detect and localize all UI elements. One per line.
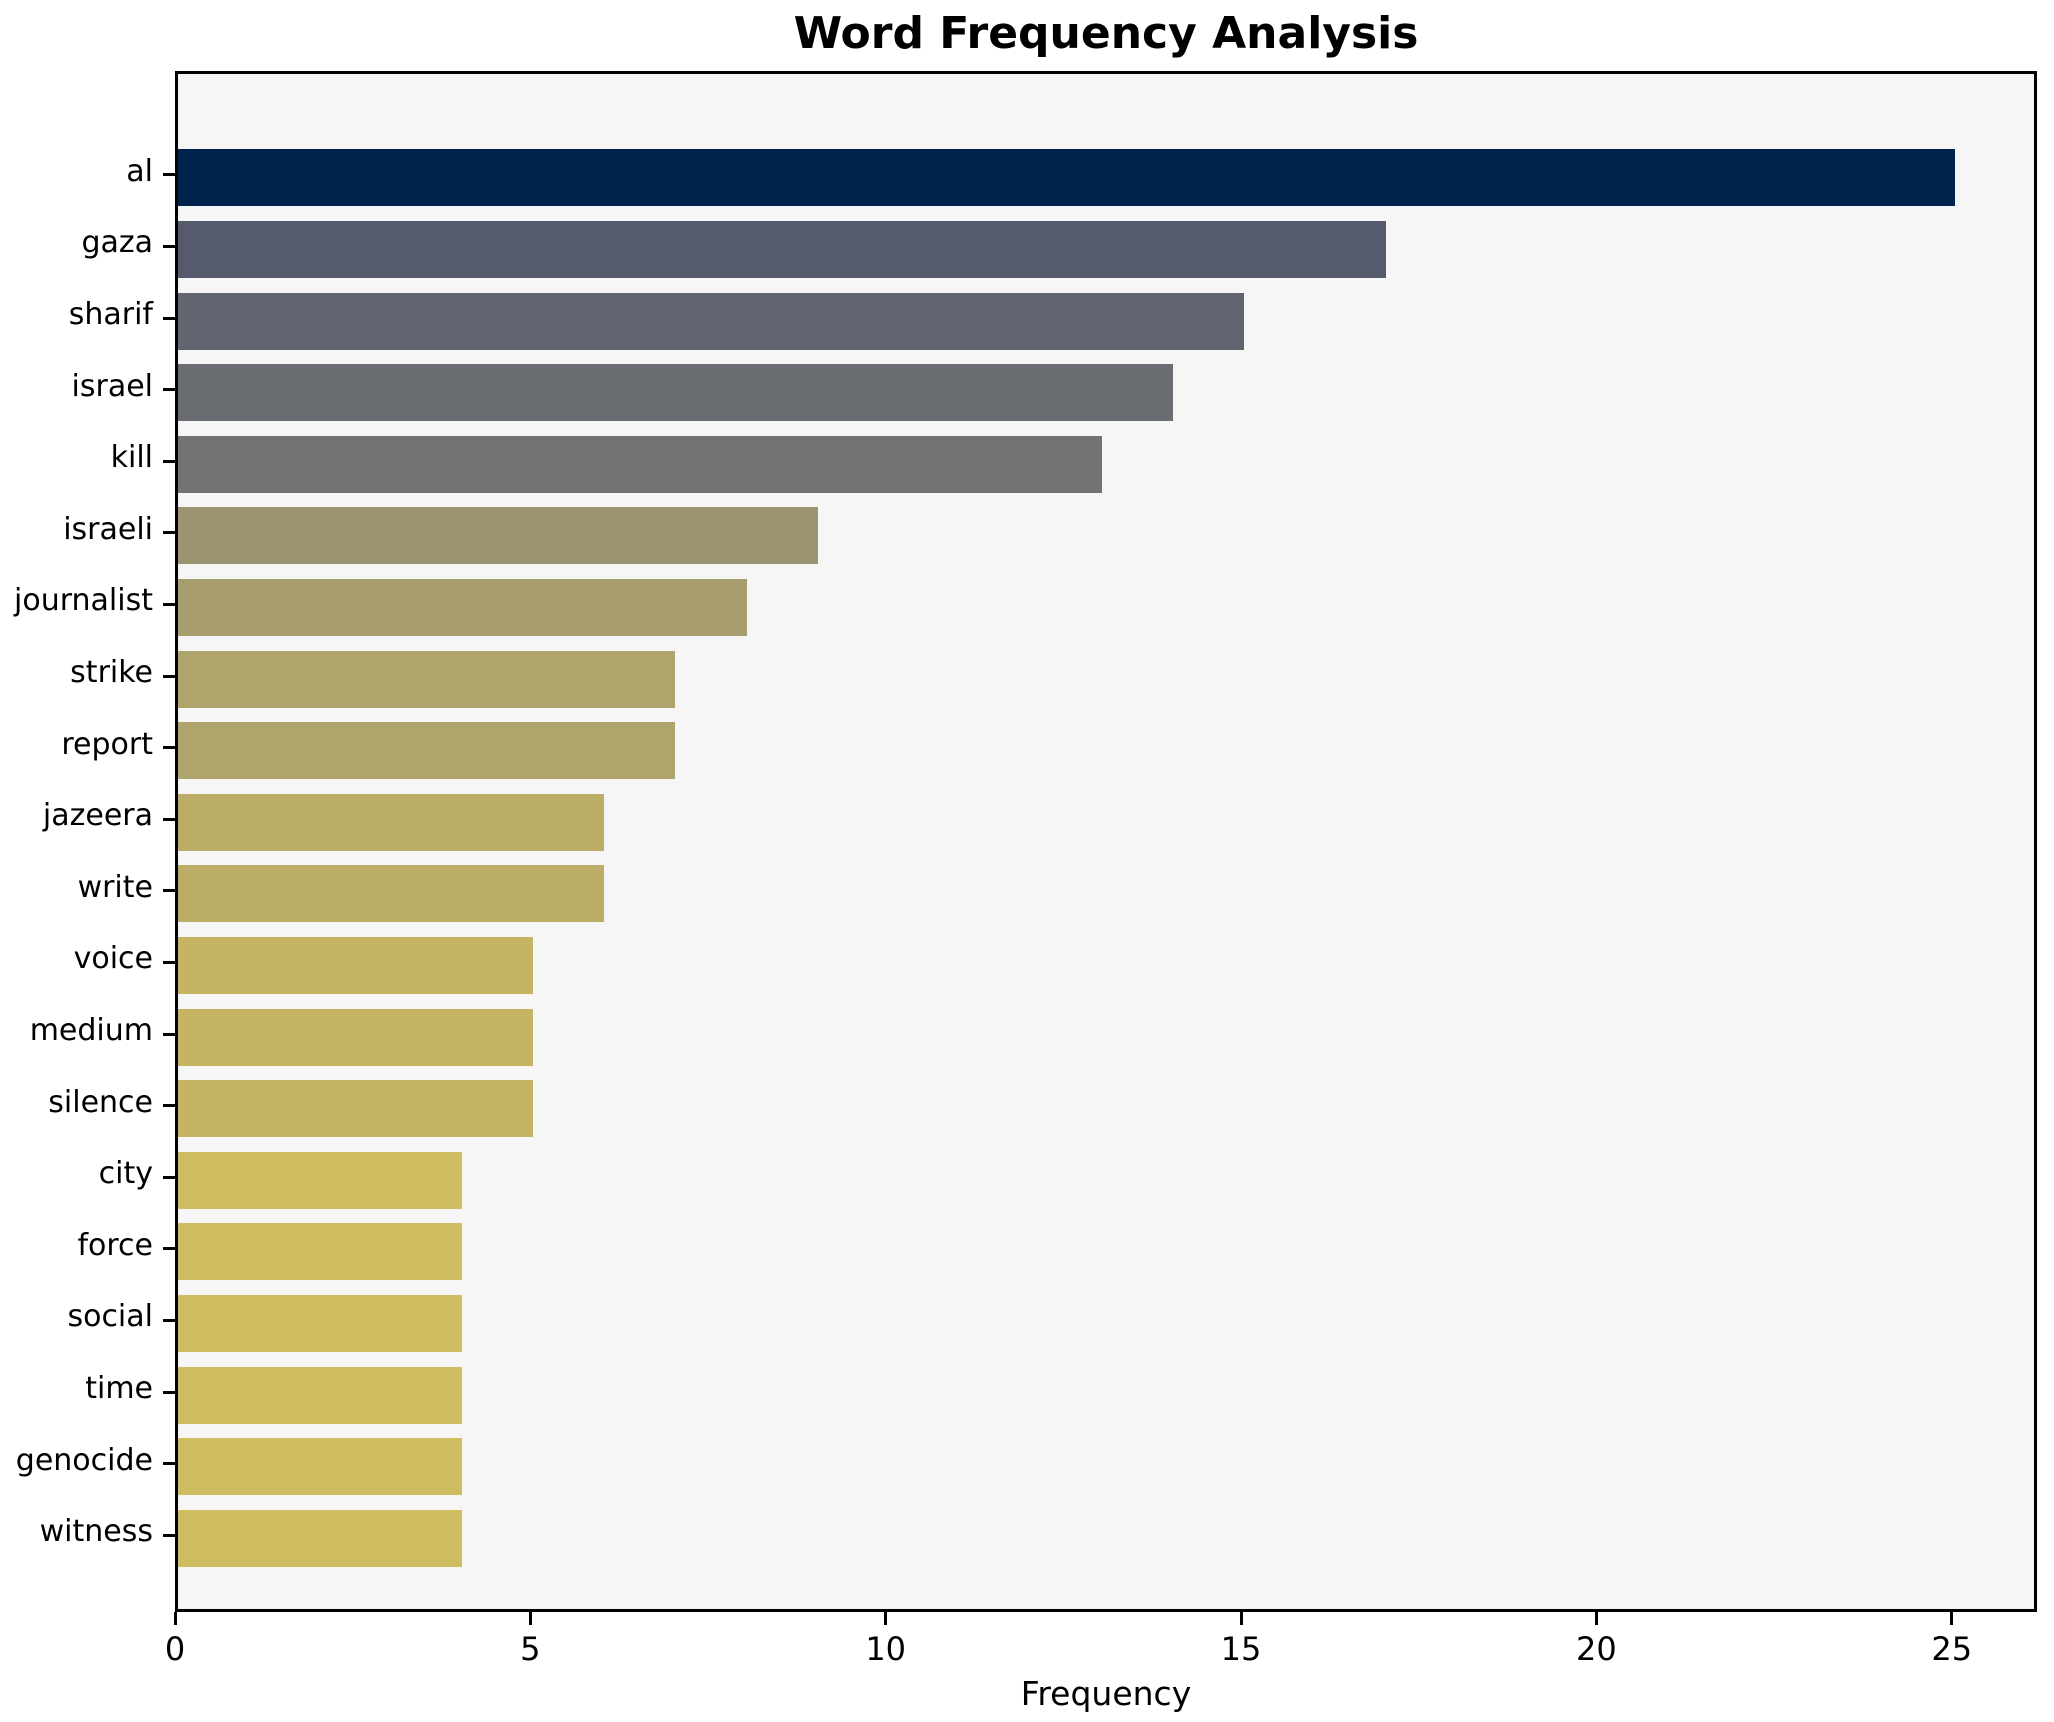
y-tick-label-city: city <box>98 1156 153 1192</box>
x-tick-mark <box>528 1612 532 1625</box>
y-tick-mark <box>163 602 175 606</box>
x-axis-title: Frequency <box>1020 1674 1192 1713</box>
y-tick-mark <box>163 1104 175 1108</box>
bar-israeli <box>178 507 818 565</box>
x-tick-mark <box>884 1612 888 1625</box>
y-tick-label-voice: voice <box>73 941 153 977</box>
x-tick-label-0: 0 <box>164 1630 186 1668</box>
x-tick-mark <box>1594 1612 1598 1625</box>
y-tick-mark <box>163 1390 175 1394</box>
y-tick-mark <box>163 1533 175 1537</box>
x-tick-mark <box>173 1612 177 1625</box>
bar-silence <box>178 1080 534 1138</box>
y-tick-label-medium: medium <box>29 1013 153 1048</box>
x-tick-mark <box>1950 1612 1954 1625</box>
y-tick-mark <box>163 1318 175 1322</box>
y-tick-label-israel: israel <box>71 368 153 404</box>
y-tick-label-write: write <box>77 869 153 905</box>
plot-area <box>175 71 2037 1612</box>
bar-medium <box>178 1008 534 1066</box>
y-tick-label-sharif: sharif <box>68 297 153 332</box>
y-tick-mark <box>163 173 175 177</box>
bar-al <box>178 149 1955 207</box>
bar-strike <box>178 650 676 708</box>
bar-israel <box>178 364 1173 422</box>
x-tick-label-15: 15 <box>1220 1630 1262 1668</box>
y-tick-mark <box>163 244 175 248</box>
x-tick-mark <box>1239 1612 1243 1625</box>
y-tick-mark <box>163 1032 175 1036</box>
y-tick-label-silence: silence <box>48 1084 153 1120</box>
x-tick-label-20: 20 <box>1576 1630 1617 1668</box>
y-tick-label-strike: strike <box>70 655 153 690</box>
y-tick-label-jazeera: jazeera <box>42 798 153 834</box>
bar-kill <box>178 435 1102 493</box>
y-tick-label-journalist: journalist <box>14 583 153 619</box>
y-tick-label-genocide: genocide <box>15 1442 153 1478</box>
y-tick-label-force: force <box>77 1227 153 1263</box>
y-tick-mark <box>163 1247 175 1251</box>
y-tick-mark <box>163 1462 175 1466</box>
y-tick-mark <box>163 316 175 320</box>
x-tick-label-10: 10 <box>865 1630 907 1668</box>
bar-witness <box>178 1509 463 1567</box>
bar-force <box>178 1223 463 1281</box>
y-tick-label-time: time <box>85 1371 153 1406</box>
x-tick-label-5: 5 <box>520 1630 541 1668</box>
chart-title: Word Frequency Analysis <box>793 8 1419 59</box>
y-tick-mark <box>163 531 175 535</box>
bar-genocide <box>178 1438 463 1496</box>
bar-city <box>178 1151 463 1209</box>
y-tick-mark <box>163 388 175 392</box>
bar-journalist <box>178 578 747 636</box>
y-tick-label-al: al <box>126 153 153 189</box>
y-tick-mark <box>163 1175 175 1179</box>
bar-write <box>178 865 605 923</box>
bar-time <box>178 1366 463 1424</box>
bar-jazeera <box>178 793 605 851</box>
y-tick-label-kill: kill <box>110 440 153 476</box>
y-tick-mark <box>163 960 175 964</box>
y-tick-label-report: report <box>61 726 153 762</box>
bar-social <box>178 1294 463 1352</box>
y-tick-label-social: social <box>67 1299 153 1335</box>
y-tick-label-israeli: israeli <box>63 511 153 547</box>
x-tick-label-25: 25 <box>1931 1630 1973 1668</box>
y-tick-mark <box>163 674 175 678</box>
y-tick-mark <box>163 746 175 750</box>
y-tick-label-witness: witness <box>39 1514 153 1550</box>
y-tick-mark <box>163 889 175 893</box>
y-tick-mark <box>163 817 175 821</box>
y-tick-mark <box>163 459 175 463</box>
y-tick-label-gaza: gaza <box>81 225 153 261</box>
bar-voice <box>178 936 534 994</box>
bar-report <box>178 722 676 780</box>
bar-gaza <box>178 220 1387 278</box>
bar-sharif <box>178 292 1245 350</box>
